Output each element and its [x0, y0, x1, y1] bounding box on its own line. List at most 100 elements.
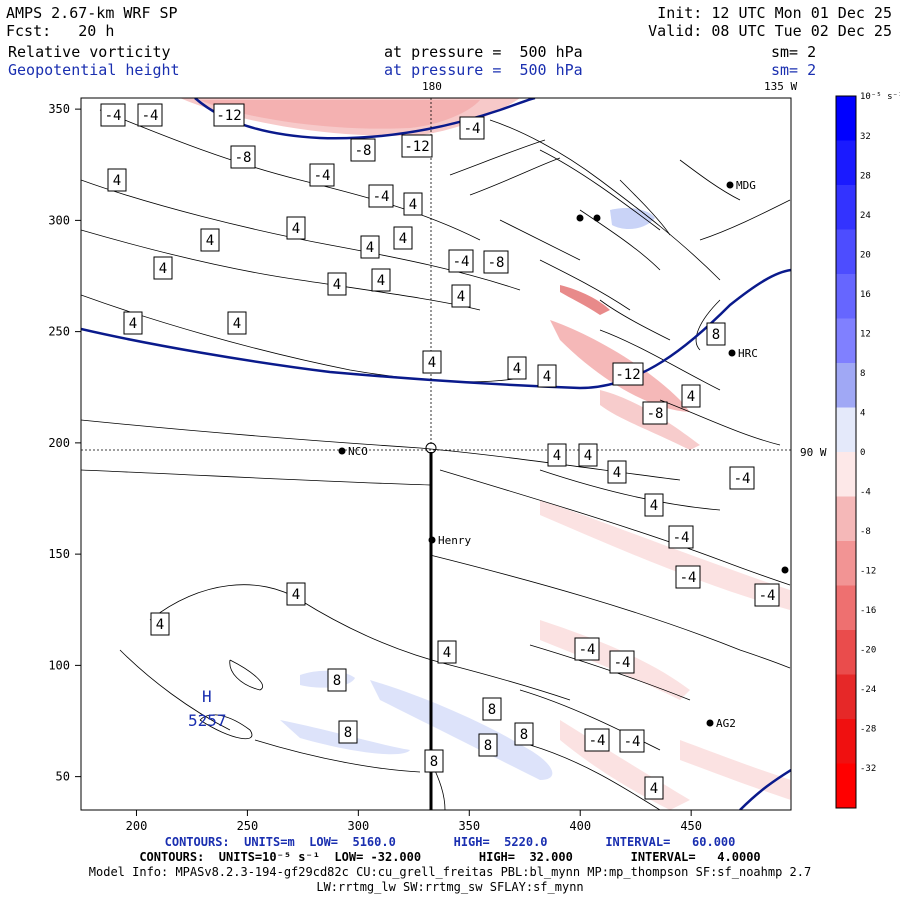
lat-label-90w: 90 W — [800, 446, 827, 459]
colorbar-tick-label: -24 — [860, 685, 876, 695]
svg-text:4: 4 — [443, 645, 451, 661]
contour-label: -8 — [483, 250, 509, 274]
colorbar-segment — [836, 96, 856, 141]
station-dot — [576, 214, 584, 222]
svg-text:-4: -4 — [464, 121, 481, 137]
neg-vort-band-east — [560, 285, 610, 315]
contour-label: -8 — [350, 138, 376, 162]
contour-label: 4 — [286, 216, 306, 240]
colorbar-segment — [836, 140, 856, 185]
contour-label: 4 — [403, 192, 423, 216]
contour-label: -4 — [754, 583, 780, 607]
init-time: Init: 12 UTC Mon 01 Dec 25 — [657, 4, 892, 22]
y-axis: 350 300 250 200 150 100 50 — [48, 102, 81, 784]
svg-text:4: 4 — [292, 587, 300, 603]
station-markers: NCO Henry HRC AG2 MDG — [338, 179, 789, 730]
pole-marker — [425, 442, 437, 454]
svg-text:4: 4 — [553, 448, 561, 464]
colorbar-tick-label: 8 — [860, 369, 865, 379]
svg-text:4: 4 — [584, 448, 592, 464]
y-tick-label: 200 — [48, 436, 70, 450]
y-tick-label: 250 — [48, 325, 70, 339]
station-henry: Henry — [428, 534, 471, 547]
svg-text:HRC: HRC — [738, 347, 758, 360]
svg-text:4: 4 — [233, 316, 241, 332]
colorbar-segment — [836, 763, 856, 808]
colorbar-tick-label: 16 — [860, 290, 871, 300]
x-tick-label: 400 — [569, 819, 591, 833]
colorbar-segment — [836, 630, 856, 675]
y-tick-label: 300 — [48, 213, 70, 227]
contour-label: 4 — [681, 384, 701, 408]
colorbar-segment — [836, 318, 856, 363]
contour-label: 4 — [644, 776, 664, 800]
colorbar-tick-label: 12 — [860, 330, 871, 340]
contour-label: 4 — [507, 356, 527, 380]
svg-text:4: 4 — [159, 261, 167, 277]
svg-text:4: 4 — [543, 369, 551, 385]
colorbar-tick-label: 28 — [860, 172, 871, 182]
colorbar-tick-label: -32 — [860, 764, 876, 774]
x-axis: 200 250 300 350 400 450 — [126, 810, 702, 833]
svg-text:8: 8 — [333, 673, 341, 689]
svg-text:-8: -8 — [488, 255, 505, 271]
contour-label: 8 — [338, 720, 358, 744]
neg-vort-region-north-inner — [200, 100, 480, 129]
colorbar-tick-label: 32 — [860, 132, 871, 142]
high-label: H — [202, 687, 212, 706]
svg-text:-4: -4 — [105, 108, 122, 124]
contour-label: 4 — [150, 612, 170, 636]
high-value: 5257 — [188, 711, 227, 730]
contour-label: 4 — [360, 235, 380, 259]
svg-text:-4: -4 — [589, 733, 606, 749]
svg-text:4: 4 — [613, 465, 621, 481]
contour-label: 4 — [327, 272, 347, 296]
contour-label: 4 — [437, 640, 457, 664]
colorbar-segment — [836, 541, 856, 586]
contour-label: 4 — [371, 268, 391, 292]
contour-label: -12 — [213, 103, 245, 127]
svg-text:-8: -8 — [355, 143, 372, 159]
footer-model-info-2: LW:rrtmg_lw SW:rrtmg_sw SFLAY:sf_mynn — [316, 880, 584, 894]
colorbar-frame — [835, 95, 857, 809]
contour-label: -4 — [459, 116, 485, 140]
contour-label: -4 — [100, 103, 126, 127]
y-tick-label: 350 — [48, 102, 70, 116]
field2-name: Geopotential height — [8, 61, 180, 79]
colorbar-unit: 10⁻⁵ s⁻¹ — [860, 92, 900, 102]
contour-label: 4 — [200, 228, 220, 252]
svg-text:8: 8 — [488, 702, 496, 718]
svg-text:4: 4 — [333, 277, 341, 293]
contour-label: 4 — [547, 443, 567, 467]
vorticity-contours — [81, 109, 791, 810]
svg-text:-8: -8 — [235, 150, 252, 166]
station-nco: NCO — [338, 445, 368, 458]
contour-label: -4 — [668, 525, 694, 549]
colorbar-segment — [836, 452, 856, 497]
colorbar-tick-label: 24 — [860, 211, 871, 221]
contour-label: 4 — [123, 311, 143, 335]
lon-label-135w: 135 W — [764, 80, 798, 93]
forecast-hour: Fcst: 20 h — [6, 22, 115, 40]
station-ag2: AG2 — [706, 717, 736, 730]
station-hrc: HRC — [728, 347, 758, 360]
colorbar-segment — [836, 274, 856, 319]
contour-label: 8 — [482, 697, 502, 721]
svg-text:8: 8 — [484, 738, 492, 754]
svg-text:AG2: AG2 — [716, 717, 736, 730]
colorbar-segment — [836, 229, 856, 274]
svg-text:4: 4 — [513, 361, 521, 377]
colorbar-tick-label: -20 — [860, 646, 876, 656]
svg-text:-4: -4 — [734, 471, 751, 487]
svg-text:4: 4 — [409, 197, 417, 213]
svg-text:4: 4 — [113, 173, 121, 189]
colorbar: 32 28 24 20 16 12 8 4 0 -4 -8 -12 -16 -20 -24 -28 -32 — [835, 95, 876, 809]
y-tick-label: 100 — [48, 658, 70, 672]
contour-label: 8 — [424, 749, 444, 773]
svg-text:4: 4 — [156, 617, 164, 633]
svg-text:-12: -12 — [615, 367, 640, 383]
svg-text:4: 4 — [366, 240, 374, 256]
contour-label: -4 — [448, 249, 474, 273]
svg-text:4: 4 — [129, 316, 137, 332]
station-dot — [781, 566, 789, 574]
